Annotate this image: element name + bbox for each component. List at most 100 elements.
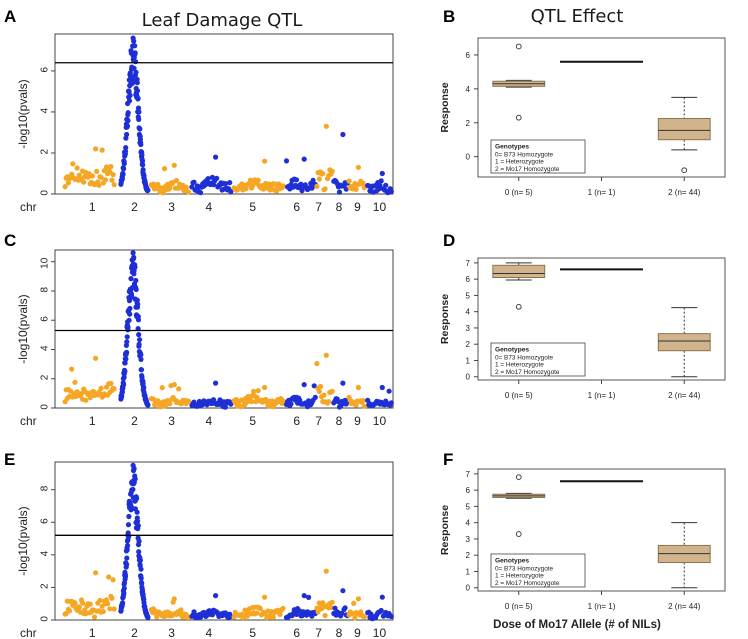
snp-point xyxy=(131,38,137,44)
snp-point xyxy=(171,596,177,602)
snp-point xyxy=(135,301,141,307)
snp-point xyxy=(124,131,130,138)
snp-point xyxy=(262,384,268,391)
snp-point xyxy=(213,593,219,599)
snp-point xyxy=(124,561,130,568)
snp-point xyxy=(120,600,126,606)
snp-point xyxy=(213,380,219,386)
y-tick-label: 4 xyxy=(40,550,51,556)
y-tick-label: 1 xyxy=(466,567,471,576)
snp-point xyxy=(132,43,138,49)
legend-item: 1 = Heterozygote xyxy=(495,362,544,369)
snp-point xyxy=(145,187,151,193)
left-column-title: Leaf Damage QTL xyxy=(142,10,303,31)
legend-item: 0= B73 Homozygote xyxy=(495,355,554,362)
snp-point xyxy=(94,168,100,174)
snp-point xyxy=(136,116,142,122)
snp-point xyxy=(197,190,204,196)
x-axis-prefix: chr xyxy=(20,414,37,428)
snp-point xyxy=(100,608,106,615)
legend-title: Genotypes xyxy=(495,558,529,565)
snp-point xyxy=(316,388,322,394)
chromosome-label: 9 xyxy=(354,626,361,639)
snp-point xyxy=(124,334,130,340)
snp-point xyxy=(351,600,357,607)
snp-point xyxy=(386,388,392,394)
snp-point xyxy=(132,50,138,56)
snp-point xyxy=(125,110,131,116)
outlier-point xyxy=(515,114,522,121)
snp-point xyxy=(262,158,268,164)
y-axis-label: Response xyxy=(439,505,451,555)
outlier-point xyxy=(515,531,522,537)
snp-point xyxy=(125,324,131,330)
snp-point xyxy=(145,615,151,621)
x-tick-label: 2 (n= 44) xyxy=(668,602,701,611)
chromosome-label: 3 xyxy=(168,626,175,639)
snp-point xyxy=(326,399,332,405)
y-axis-label: -log10(pvals) xyxy=(16,294,30,363)
snp-point xyxy=(135,95,141,101)
y-tick-label: 4 xyxy=(466,519,471,528)
snp-point xyxy=(249,399,255,405)
snp-point xyxy=(132,476,138,482)
y-tick-label: 4 xyxy=(40,108,51,114)
panel-letter: E xyxy=(4,450,15,469)
snp-point xyxy=(322,612,328,619)
chromosome-label: 9 xyxy=(354,200,361,214)
snp-point xyxy=(126,533,132,540)
chromosome-label: 9 xyxy=(354,414,361,428)
chromosome-label: 4 xyxy=(205,414,212,428)
snp-point xyxy=(130,486,136,493)
snp-point xyxy=(340,588,346,594)
snp-point xyxy=(128,276,134,282)
snp-point xyxy=(138,141,144,148)
snp-point xyxy=(227,180,233,186)
snp-point xyxy=(353,186,359,192)
snp-point xyxy=(301,382,307,388)
snp-points xyxy=(62,35,394,196)
snp-point xyxy=(124,349,130,355)
snp-point xyxy=(130,250,136,256)
legend-item: 0= B73 Homozygote xyxy=(495,566,554,573)
manhattan-plot-A: 0 2 4 6 -log10(pvals) chr 1 2 3 4 5 6 7 8 9 10 xyxy=(16,33,394,214)
y-tick-label: 6 xyxy=(466,486,471,495)
snp-point xyxy=(126,317,132,323)
snp-point xyxy=(124,123,130,129)
outlier-point xyxy=(681,167,688,174)
snp-point xyxy=(125,522,132,528)
snp-point xyxy=(383,182,389,188)
snp-point xyxy=(254,610,260,616)
snp-point xyxy=(140,167,146,173)
snp-point xyxy=(119,176,125,182)
y-tick-label: 0 xyxy=(40,616,51,622)
snp-point xyxy=(138,575,144,581)
box-plot-F: 0 1 2 3 4 5 6 7 Response 0 (n= 5) 1 (n= 1) 2 (n= 44… xyxy=(439,468,726,611)
chromosome-label: 8 xyxy=(336,200,343,214)
plot-frame xyxy=(54,461,394,621)
snp-point xyxy=(139,152,145,158)
snp-point xyxy=(323,352,329,358)
snp-points xyxy=(62,462,394,622)
snp-point xyxy=(368,611,374,617)
snp-point xyxy=(134,495,140,501)
snp-point xyxy=(121,585,127,592)
snp-point xyxy=(107,606,113,612)
snp-point xyxy=(280,183,286,189)
snp-point xyxy=(317,383,324,390)
snp-point xyxy=(134,297,140,303)
x-axis-prefix: chr xyxy=(20,626,37,639)
y-tick-label: 6 xyxy=(466,275,471,284)
snp-point xyxy=(167,401,173,407)
snp-point xyxy=(323,123,329,129)
snp-point xyxy=(98,385,104,391)
snp-point xyxy=(346,178,352,184)
y-tick-label: 2 xyxy=(466,119,471,128)
snp-point xyxy=(228,401,234,407)
snp-point xyxy=(121,590,127,596)
snp-point xyxy=(388,400,394,406)
snp-point xyxy=(270,614,276,620)
snp-point xyxy=(388,189,394,195)
